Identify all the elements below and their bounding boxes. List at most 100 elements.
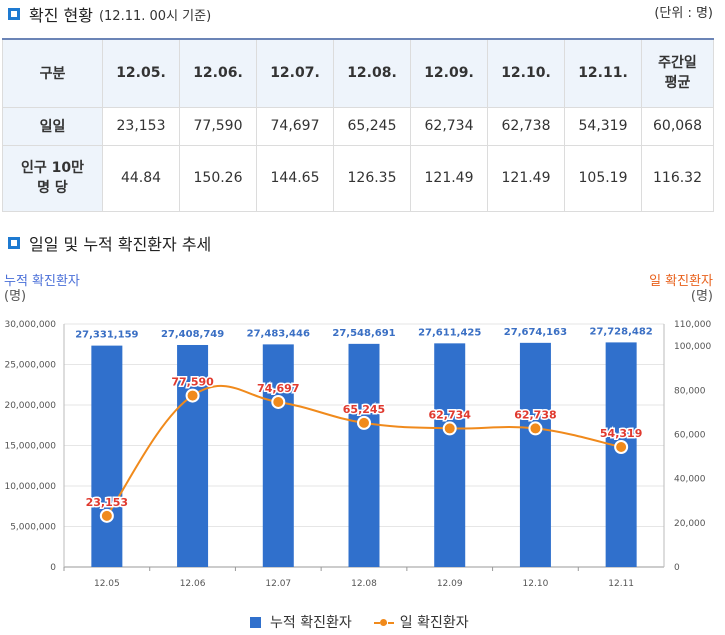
line-value-label: 62,734 — [428, 408, 471, 421]
line-value-label: 65,245 — [343, 403, 385, 416]
trend-chart: 0 5,000,000 10,000,000 15,000,000 20,000,000… — [4, 320, 711, 589]
table-row: 일일 23,153 77,590 74,697 65,245 62,734 62… — [2, 106, 714, 146]
right-tick-label: 100,000 — [674, 342, 711, 352]
bar-value-label: 27,331,159 — [75, 330, 138, 341]
left-tick-label: 30,000,000 — [4, 320, 56, 330]
table-header-cell: 12.07. — [256, 39, 334, 108]
line-point-daily — [271, 394, 286, 409]
table-cell: 60,068 — [641, 106, 714, 146]
table-header-cell: 12.09. — [410, 39, 488, 108]
line-point-daily — [614, 440, 629, 455]
x-tick-label: 12.10 — [523, 579, 549, 589]
left-tick-label: 15,000,000 — [4, 442, 56, 452]
table-cell: 74,697 — [256, 106, 334, 146]
line-point-daily — [99, 508, 114, 523]
left-tick-label: 0 — [50, 563, 56, 573]
left-axis-unit: (명) — [4, 289, 27, 304]
table-header-cell: 12.06. — [179, 39, 257, 108]
x-tick-label: 12.08 — [351, 579, 377, 589]
x-tick-label: 12.07 — [265, 579, 291, 589]
section-title: 일일 및 누적 확진환자 추세 — [29, 235, 212, 254]
left-axis-title-text: 누적 확진환자 — [4, 274, 80, 289]
table-header-cell: 12.10. — [487, 39, 565, 108]
line-value-label: 23,153 — [86, 496, 128, 509]
table-cell: 44.84 — [102, 144, 180, 212]
line-point-daily — [185, 388, 200, 403]
x-tick-label: 12.09 — [437, 579, 463, 589]
table-cell: 77,590 — [179, 106, 257, 146]
trend-section-header: 일일 및 누적 확진환자 추세 — [8, 231, 211, 255]
table-cell: 121.49 — [410, 144, 488, 212]
line-value-label: 77,590 — [171, 376, 214, 389]
section-subtitle: (12.11. 00시 기준) — [98, 8, 212, 24]
line-point-daily — [442, 421, 457, 436]
table-cell: 116.32 — [641, 144, 714, 212]
table-cell: 65,245 — [333, 106, 411, 146]
section-title: 확진 현황 — [29, 6, 93, 25]
bar-value-label: 27,674,163 — [504, 327, 567, 338]
right-axis-title-text: 일 확진환자 — [649, 274, 713, 289]
left-tick-label: 25,000,000 — [4, 361, 56, 371]
table-header-cell: 12.11. — [564, 39, 642, 108]
x-tick-label: 12.06 — [180, 579, 206, 589]
legend-line-swatch — [373, 617, 394, 628]
bar-cumulative — [177, 344, 209, 567]
right-tick-label: 40,000 — [674, 475, 706, 485]
table-cell: 121.49 — [487, 144, 565, 212]
row-label: 인구 10만 명 당 — [2, 144, 103, 212]
right-tick-label: 20,000 — [674, 519, 706, 529]
table-cell: 126.35 — [333, 144, 411, 212]
table-header-cell: 주간일 평균 — [641, 39, 714, 108]
bar-value-label: 27,728,482 — [590, 326, 653, 337]
bar-value-label: 27,611,425 — [418, 327, 481, 338]
x-tick-label: 12.11 — [608, 579, 634, 589]
unit-label: (단위 : 명) — [654, 6, 713, 21]
left-tick-label: 5,000,000 — [10, 523, 56, 533]
line-value-label: 62,738 — [514, 408, 556, 421]
legend-label-daily: 일 확진환자 — [399, 615, 469, 631]
square-bullet-icon — [8, 237, 20, 249]
bar-cumulative — [91, 345, 123, 567]
right-axis-unit: (명) — [690, 289, 713, 304]
table-cell: 144.65 — [256, 144, 334, 212]
table-cell: 62,734 — [410, 106, 488, 146]
line-value-label: 54,319 — [600, 427, 642, 440]
left-tick-label: 10,000,000 — [4, 482, 56, 492]
line-value-label: 74,697 — [257, 382, 299, 395]
bar-cumulative — [262, 344, 294, 567]
chart-legend: 누적 확진환자 일 확진환자 — [250, 612, 469, 632]
table-cell: 105.19 — [564, 144, 642, 212]
table-header-cell: 구분 — [2, 39, 103, 108]
table-header-row: 구분 12.05. 12.06. 12.07. 12.08. 12.09. 12… — [2, 39, 714, 108]
table-row: 인구 10만 명 당 44.84 150.26 144.65 126.35 12… — [2, 144, 714, 212]
table-cell: 23,153 — [102, 106, 180, 146]
bar-value-label: 27,408,749 — [161, 329, 224, 340]
bar-cumulative — [348, 343, 380, 567]
table-header-cell: 12.05. — [102, 39, 180, 108]
table-cell: 54,319 — [564, 106, 642, 146]
bar-value-label: 27,548,691 — [332, 328, 395, 339]
square-bullet-icon — [8, 8, 20, 20]
confirmed-cases-table: 구분 12.05. 12.06. 12.07. 12.08. 12.09. 12… — [2, 38, 714, 212]
line-point-daily — [357, 415, 371, 430]
legend-label-cumulative: 누적 확진환자 — [270, 615, 352, 631]
right-tick-label: 0 — [674, 563, 680, 573]
legend-bar-swatch — [250, 616, 261, 628]
line-point-daily — [528, 421, 543, 436]
bar-cumulative — [519, 342, 551, 567]
row-label: 일일 — [2, 106, 103, 146]
right-axis-title: 일 확진환자 (명) — [649, 274, 713, 304]
right-tick-label: 60,000 — [674, 430, 706, 440]
bar-cumulative — [605, 342, 637, 567]
bar-cumulative — [434, 343, 466, 567]
table-cell: 62,738 — [487, 106, 565, 146]
right-tick-label: 80,000 — [674, 386, 706, 396]
left-axis-title: 누적 확진환자 (명) — [4, 274, 80, 304]
left-tick-label: 20,000,000 — [4, 401, 56, 411]
x-tick-label: 12.05 — [94, 579, 120, 589]
confirmed-status-header: 확진 현황 (12.11. 00시 기준) — [8, 2, 211, 26]
right-tick-label: 110,000 — [674, 320, 711, 330]
table-header-cell: 12.08. — [333, 39, 411, 108]
bar-value-label: 27,483,446 — [247, 328, 310, 339]
table-cell: 150.26 — [179, 144, 257, 212]
